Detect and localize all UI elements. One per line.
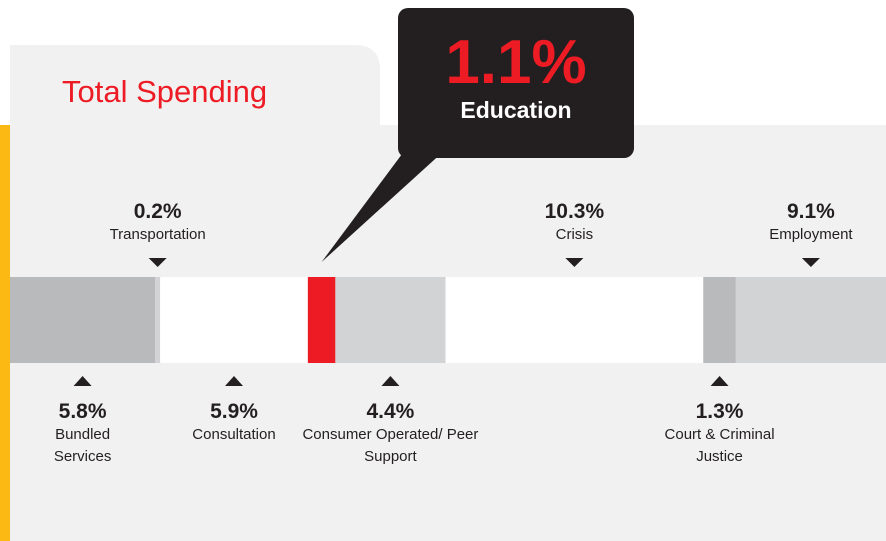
value-label: 5.9% xyxy=(210,400,258,423)
value-label: 1.3% xyxy=(695,400,744,423)
category-label: Court & Criminal Justice xyxy=(664,426,775,465)
segment-label: 1.3% Court & Criminal Justice xyxy=(620,400,820,468)
category-label: Transportation xyxy=(109,226,206,243)
pointer-up xyxy=(710,376,729,386)
bar-segment xyxy=(735,277,886,363)
bar-segment xyxy=(10,277,156,363)
segment-label: 4.4% Consumer Operated/ Peer Support xyxy=(290,400,490,468)
pointer-down xyxy=(148,258,167,267)
bar-segment xyxy=(703,277,736,363)
callout-box xyxy=(398,8,634,158)
pointer-up xyxy=(225,376,244,386)
segment-label: 5.9% Consultation xyxy=(134,400,334,446)
category-label: Crisis xyxy=(555,226,594,243)
callout-value: 1.1% xyxy=(445,28,587,97)
bar-segment xyxy=(160,277,308,363)
pointer-down xyxy=(565,258,584,267)
category-label: Consultation xyxy=(192,426,276,443)
segment-label: 5.8% Bundled Services xyxy=(0,400,183,468)
segment-label: 9.1% Employment xyxy=(711,200,886,246)
bar-segment xyxy=(445,277,704,363)
segment-label: 0.2% Transportation xyxy=(58,200,258,246)
value-label: 4.4% xyxy=(366,400,415,423)
category-label: Consumer Operated/ Peer Support xyxy=(302,426,479,465)
value-label: 10.3% xyxy=(544,200,605,223)
chart-title: Total Spending xyxy=(62,74,268,109)
category-label: Bundled Services xyxy=(53,426,112,465)
bar-segment xyxy=(335,277,446,363)
value-label: 5.8% xyxy=(58,400,107,423)
category-label: Employment xyxy=(769,226,853,243)
pointer-down xyxy=(801,258,820,267)
side-stripe xyxy=(0,125,10,541)
segment-label: 10.3% Crisis xyxy=(474,200,674,246)
bar-segment xyxy=(307,277,336,363)
value-label: 0.2% xyxy=(133,200,182,223)
pointer-up xyxy=(381,376,400,386)
callout-name: Education xyxy=(460,97,572,123)
bar-segment xyxy=(155,277,161,363)
callout-pointer xyxy=(321,150,445,262)
tab xyxy=(10,45,380,125)
value-label: 9.1% xyxy=(786,200,835,223)
pointer-up xyxy=(73,376,92,386)
